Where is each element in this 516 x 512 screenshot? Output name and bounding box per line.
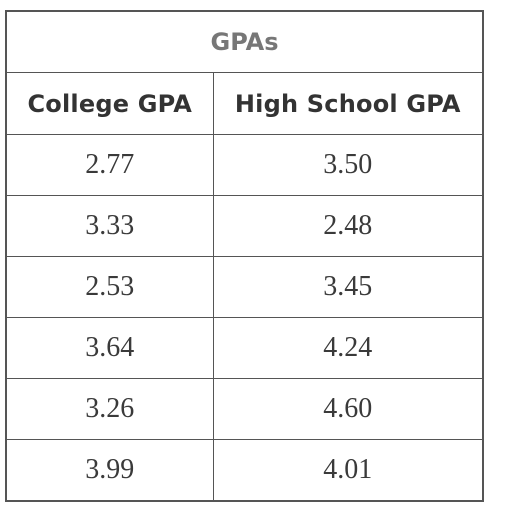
table-row: 3.33 2.48	[5, 195, 484, 257]
college-gpa-cell: 2.53	[5, 256, 214, 318]
college-gpa-cell: 3.26	[5, 378, 214, 440]
high-school-gpa-cell: 4.01	[212, 439, 484, 502]
gpa-table: GPAs College GPA High School GPA 2.77 3.…	[5, 10, 485, 502]
table-row: 2.53 3.45	[5, 256, 484, 318]
college-gpa-cell: 3.99	[5, 439, 214, 502]
high-school-gpa-cell: 4.24	[212, 317, 484, 379]
high-school-gpa-cell: 3.45	[212, 256, 484, 318]
table-title: GPAs	[5, 10, 484, 73]
college-gpa-cell: 2.77	[5, 134, 214, 196]
header-high-school-gpa: High School GPA	[212, 72, 484, 135]
college-gpa-cell: 3.33	[5, 195, 214, 257]
table-row: 3.99 4.01	[5, 439, 484, 502]
table-title-row: GPAs	[5, 10, 484, 73]
high-school-gpa-cell: 3.50	[212, 134, 484, 196]
table-header-row: College GPA High School GPA	[5, 72, 484, 135]
table-row: 3.64 4.24	[5, 317, 484, 379]
table-row: 2.77 3.50	[5, 134, 484, 196]
college-gpa-cell: 3.64	[5, 317, 214, 379]
header-college-gpa: College GPA	[5, 72, 214, 135]
high-school-gpa-cell: 2.48	[212, 195, 484, 257]
table-row: 3.26 4.60	[5, 378, 484, 440]
high-school-gpa-cell: 4.60	[212, 378, 484, 440]
